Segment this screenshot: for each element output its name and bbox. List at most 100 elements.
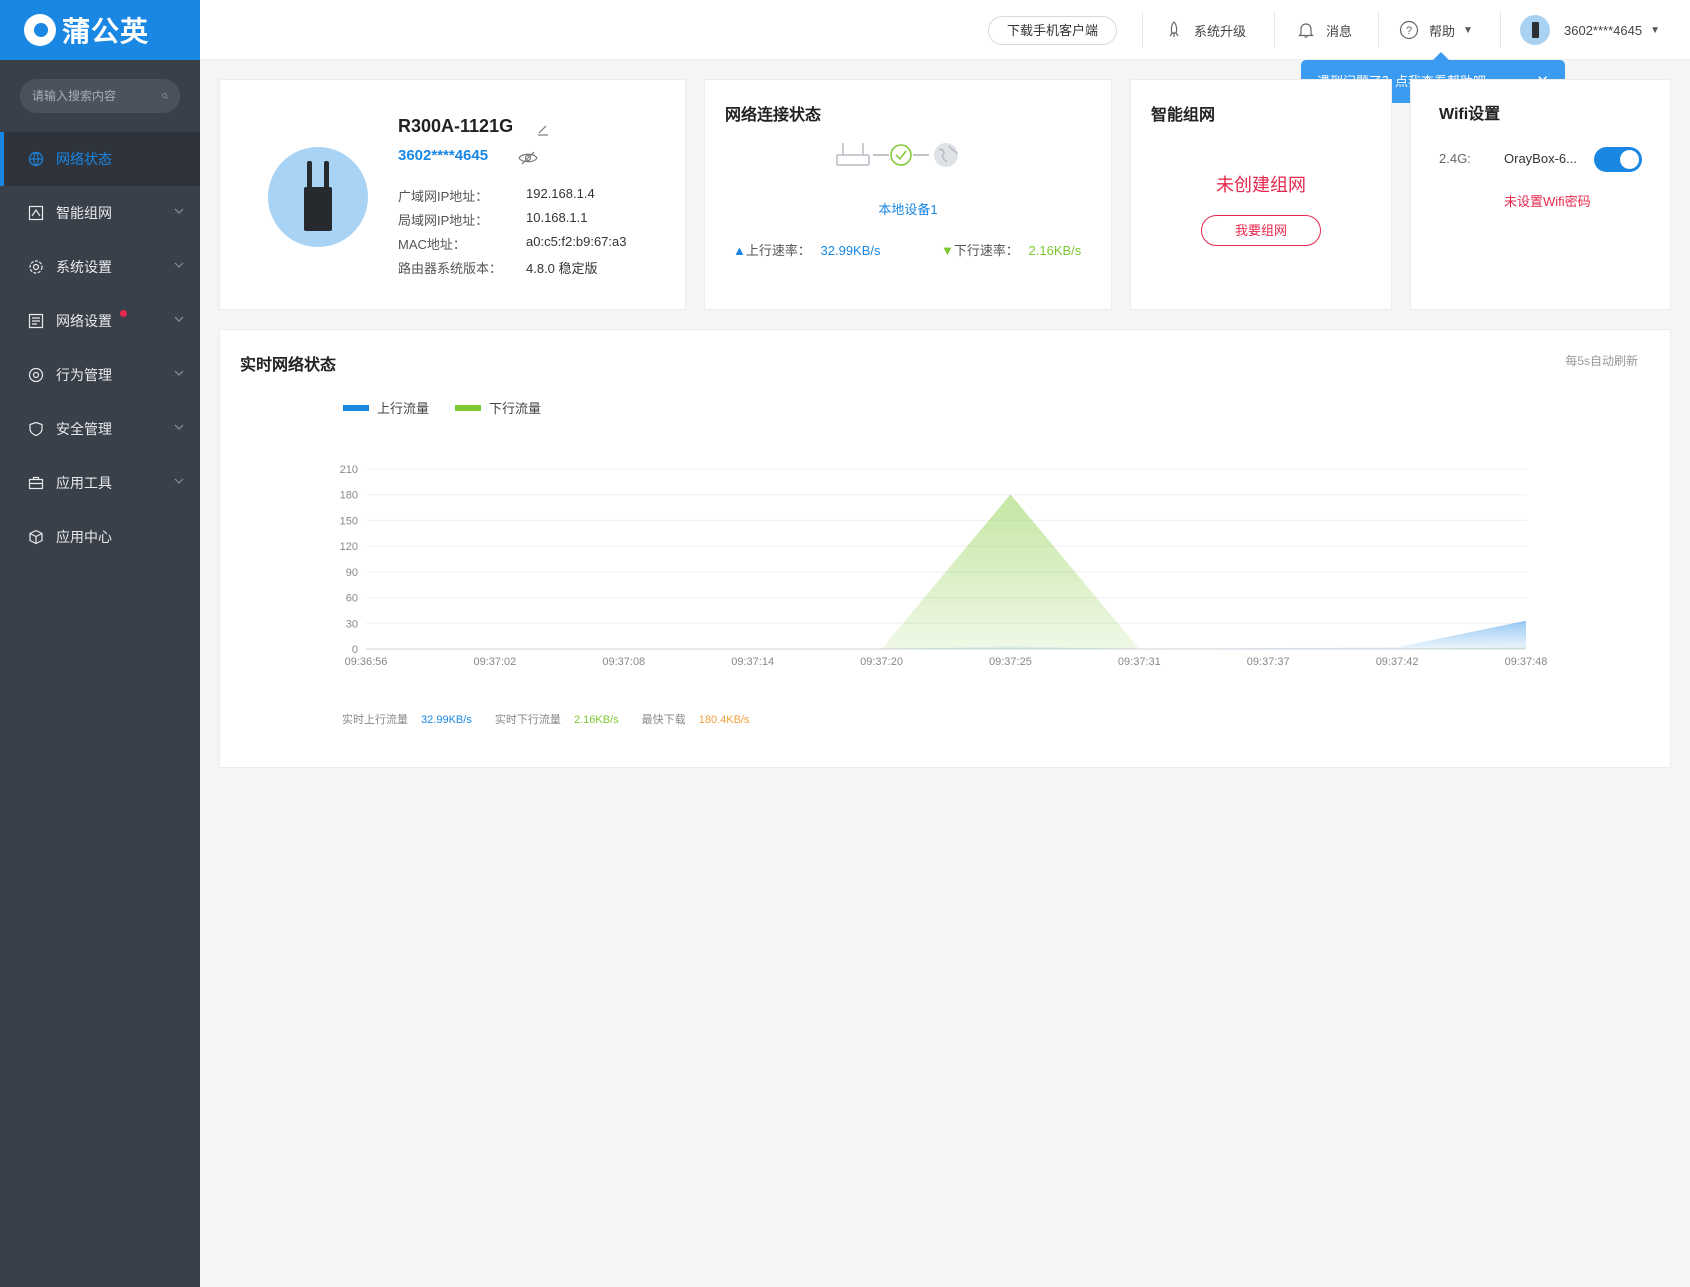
download-client-button[interactable]: 下载手机客户端 (988, 16, 1118, 45)
legend-down[interactable]: 下行流量 (455, 398, 541, 417)
group-status: 未创建组网 (1216, 175, 1306, 195)
brand-name: 蒲公英 (62, 16, 150, 47)
behavior-icon (28, 367, 44, 383)
router-icon (836, 143, 870, 166)
stat-max: 最快下载 180.4KB/s (641, 714, 750, 726)
sidebar-item-5[interactable]: 安全管理 (0, 402, 200, 456)
help-icon: ? (1399, 20, 1419, 40)
list-icon (28, 313, 44, 329)
legend-up[interactable]: 上行流量 (343, 398, 429, 417)
help-menu[interactable]: ? 帮助 ▼ (1399, 20, 1473, 40)
version-value: 4.8.0 稳定版 (526, 261, 598, 276)
mac-value: a0:c5:f2:b9:67:a3 (526, 234, 627, 249)
wifi-ssid: OrayBox-6... (1504, 151, 1577, 166)
device-id: 3602****4645 (398, 147, 489, 164)
messages-button[interactable]: 消息 (1296, 20, 1352, 40)
download-speed-label: 下行速率： (953, 243, 1019, 258)
search-input[interactable] (32, 89, 162, 103)
x-tick-label: 09:37:20 (860, 656, 903, 668)
cube-icon (28, 529, 44, 545)
help-label: 帮助 (1429, 23, 1456, 39)
upload-point (1268, 648, 1269, 649)
wifi-toggle[interactable] (1594, 147, 1642, 172)
download-point (494, 649, 495, 650)
local-device-label: 本地设备1 (878, 202, 938, 217)
caret-down-icon: ▼ (1463, 24, 1473, 36)
y-tick-label: 30 (346, 618, 358, 630)
x-tick-label: 09:37:02 (473, 656, 516, 668)
legend-down-label: 下行流量 (489, 401, 542, 416)
sidebar-item-2[interactable]: 系统设置 (0, 240, 200, 294)
sidebar-item-label: 网络状态 (56, 151, 112, 167)
upload-speed: ▲上行速率： 32.99KB/s (733, 240, 881, 259)
router-image (268, 147, 368, 247)
sidebar-item-0[interactable]: 网络状态 (0, 132, 200, 186)
sidebar-item-label: 应用工具 (56, 475, 112, 491)
wifi-card: Wifi设置 2.4G: OrayBox-6... 未设置Wifi密码 (1410, 79, 1671, 310)
upgrade-label: 系统升级 (1194, 23, 1247, 39)
connected-check-icon (873, 144, 929, 166)
sidebar-item-label: 应用中心 (56, 529, 112, 545)
download-point (1010, 494, 1011, 495)
smart-group-card: 智能组网 未创建组网 我要组网 (1130, 79, 1392, 310)
download-series-area (366, 494, 1526, 649)
network-icon (28, 205, 44, 221)
legend-up-swatch (343, 404, 369, 411)
sidebar-item-4[interactable]: 行为管理 (0, 348, 200, 402)
search-icon[interactable] (162, 89, 168, 103)
notification-dot (120, 310, 127, 317)
create-group-button[interactable]: 我要组网 (1201, 215, 1321, 246)
y-tick-label: 90 (346, 567, 358, 579)
sidebar-item-1[interactable]: 智能组网 (0, 186, 200, 240)
traffic-stats: 实时上行流量 32.99KB/s 实时下行流量 2.16KB/s 最快下载 18… (342, 711, 769, 727)
wan-ip-value: 192.168.1.4 (526, 186, 595, 201)
upload-point (1526, 620, 1527, 621)
avatar (1520, 15, 1550, 45)
y-tick-label: 120 (340, 541, 358, 553)
chevron-down-icon (174, 206, 184, 218)
wifi-band: 2.4G: (1439, 151, 1471, 166)
smart-group-title: 智能组网 (1151, 107, 1216, 124)
sidebar-item-3[interactable]: 网络设置 (0, 294, 200, 348)
messages-label: 消息 (1326, 23, 1353, 39)
sidebar-item-7[interactable]: 应用中心 (0, 510, 200, 564)
header-divider (1274, 12, 1275, 48)
wifi-title: Wifi设置 (1439, 106, 1501, 123)
edit-icon[interactable] (536, 122, 550, 136)
sidebar-item-label: 安全管理 (56, 421, 112, 437)
lan-ip-label: 局域网IP地址： (398, 213, 489, 228)
upload-speed-value: 32.99KB/s (820, 243, 881, 258)
header-divider (1378, 12, 1379, 48)
header-divider (1500, 12, 1501, 48)
account-menu[interactable]: 3602****4645 ▼ (1520, 15, 1660, 45)
download-point (1397, 649, 1398, 650)
mac-label: MAC地址： (398, 237, 466, 252)
sidebar-item-label: 网络设置 (56, 313, 112, 329)
caret-down-icon: ▼ (1650, 24, 1660, 36)
chevron-down-icon (174, 476, 184, 488)
logo-icon (24, 14, 56, 46)
chevron-down-icon (174, 314, 184, 326)
download-point (1139, 649, 1140, 650)
gear-icon (28, 259, 44, 275)
eye-hidden-icon[interactable] (518, 151, 538, 165)
stat-up: 实时上行流量 32.99KB/s (342, 714, 472, 726)
wifi-password-warning[interactable]: 未设置Wifi密码 (1504, 194, 1591, 209)
device-name: R300A-1121G (398, 116, 514, 136)
y-tick-label: 150 (340, 515, 358, 527)
upgrade-button[interactable]: 系统升级 (1164, 20, 1246, 40)
stat-down: 实时下行流量 2.16KB/s (494, 714, 619, 726)
download-speed-value: 2.16KB/s (1028, 243, 1082, 258)
chevron-down-icon (174, 368, 184, 380)
globe-icon (28, 151, 44, 167)
brand-logo[interactable]: 蒲公英 (0, 0, 200, 60)
sidebar-item-label: 智能组网 (56, 205, 112, 221)
connection-title: 网络连接状态 (725, 107, 822, 124)
realtime-title: 实时网络状态 (240, 357, 337, 374)
legend-down-swatch (455, 404, 481, 411)
connection-card: 网络连接状态 本地设备1 ▲上行速率： 32.99KB/s ▼下行速率： 2.1… (704, 79, 1112, 310)
upload-point (1397, 647, 1398, 648)
sidebar-item-6[interactable]: 应用工具 (0, 456, 200, 510)
y-tick-label: 0 (352, 644, 358, 656)
